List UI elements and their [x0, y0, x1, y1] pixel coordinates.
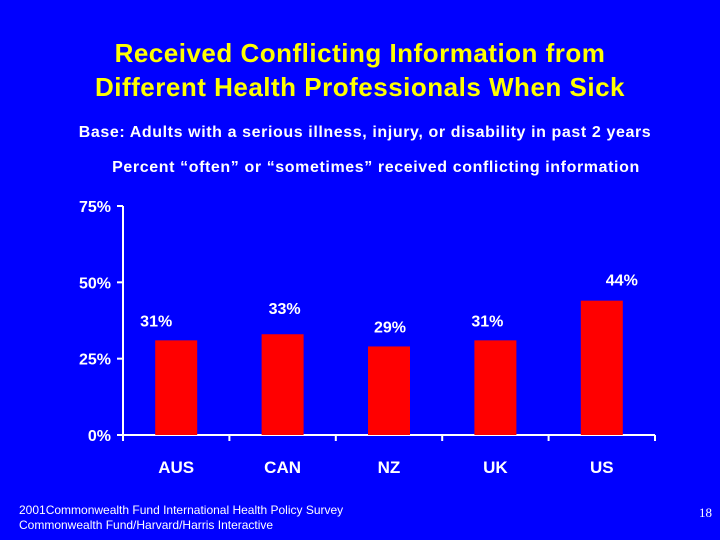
y-tick-label: 25% [79, 352, 111, 369]
chart-bars [155, 300, 623, 435]
source-footer: 2001Commonwealth Fund International Heal… [19, 503, 343, 533]
chart-subtitle: Percent “often” or “sometimes” received … [112, 159, 640, 176]
data-label-uk: 31% [471, 313, 503, 330]
chart-labels: 0% 25% 50% 75% 31% AUS 33% CAN 29% NZ 31% UK 44% US [79, 199, 638, 477]
x-tick-label-can: CAN [264, 458, 301, 477]
slide-title-line2: Different Health Professionals When Sick [94, 72, 625, 102]
x-tick-label-uk: UK [483, 458, 508, 477]
x-tick-label-nz: NZ [378, 458, 401, 477]
bar-nz [368, 346, 410, 435]
data-label-us: 44% [606, 273, 638, 290]
footer-line1: 2001Commonwealth Fund International Heal… [19, 503, 344, 517]
data-label-nz: 29% [374, 319, 406, 336]
y-tick-label: 50% [79, 275, 111, 292]
data-label-aus: 31% [140, 313, 172, 330]
y-tick-label: 0% [88, 428, 111, 445]
data-label-can: 33% [269, 301, 301, 318]
footer-line2: Commonwealth Fund/Harvard/Harris Interac… [19, 518, 274, 532]
y-tick-label: 75% [79, 199, 111, 216]
bar-us [580, 300, 623, 435]
bar-can [261, 334, 304, 435]
x-tick-label-us: US [590, 458, 614, 477]
slide-title: Received Conflicting Information from Di… [0, 36, 720, 104]
x-tick-label-aus: AUS [158, 458, 194, 477]
slide-title-line1: Received Conflicting Information from [114, 38, 606, 68]
bar-aus [155, 340, 198, 435]
page-number: 18 [699, 505, 712, 520]
base-description: Base: Adults with a serious illness, inj… [78, 124, 652, 141]
bar-uk [474, 340, 517, 435]
